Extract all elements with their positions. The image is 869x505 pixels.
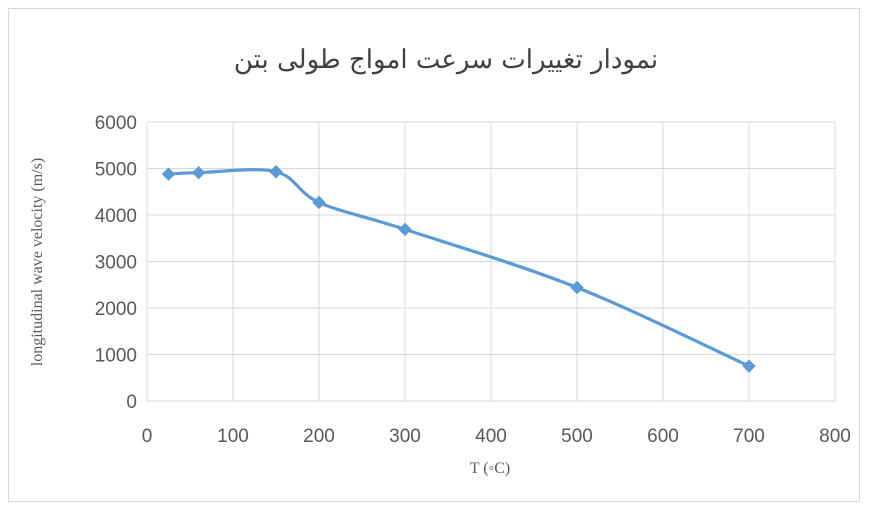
data-point-marker bbox=[398, 222, 412, 237]
x-tick-label: 200 bbox=[303, 426, 335, 447]
data-point-marker bbox=[742, 359, 756, 373]
y-tick-label: 1000 bbox=[95, 346, 137, 367]
data-point-marker bbox=[312, 195, 326, 210]
series-line bbox=[168, 168, 750, 368]
data-point-marker bbox=[191, 165, 206, 180]
x-tick-label: 300 bbox=[389, 426, 421, 447]
y-tick-label: 4000 bbox=[95, 206, 137, 227]
chart-frame bbox=[8, 8, 860, 502]
gridlines bbox=[146, 121, 836, 402]
y-tick-label: 6000 bbox=[95, 113, 137, 134]
series-layer bbox=[161, 165, 756, 373]
x-tick-label: 700 bbox=[733, 426, 765, 447]
data-point-marker bbox=[269, 165, 283, 179]
y-tick-label: 5000 bbox=[95, 160, 137, 181]
chart-title: نمودار تغییرات سرعت امواج طولی بتن bbox=[234, 45, 658, 75]
x-tick-label: 600 bbox=[647, 426, 679, 447]
y-axis-ticks: 0 1000 2000 3000 4000 5000 6000 bbox=[95, 113, 137, 413]
x-axis-label: T (◦C) bbox=[470, 460, 510, 477]
x-axis-ticks: 0 100 200 300 400 500 600 700 800 bbox=[142, 426, 851, 447]
x-tick-label: 800 bbox=[819, 426, 851, 447]
data-point-marker bbox=[161, 167, 176, 181]
y-axis-label: longitudinal wave velocity (m/s) bbox=[29, 158, 46, 366]
x-tick-label: 500 bbox=[561, 426, 593, 447]
data-point-marker bbox=[570, 280, 584, 295]
x-tick-label: 100 bbox=[217, 426, 249, 447]
y-tick-label: 0 bbox=[126, 392, 137, 413]
x-tick-label: 0 bbox=[142, 426, 153, 447]
y-tick-label: 2000 bbox=[95, 299, 137, 320]
x-tick-label: 400 bbox=[475, 426, 507, 447]
y-tick-label: 3000 bbox=[95, 253, 137, 274]
